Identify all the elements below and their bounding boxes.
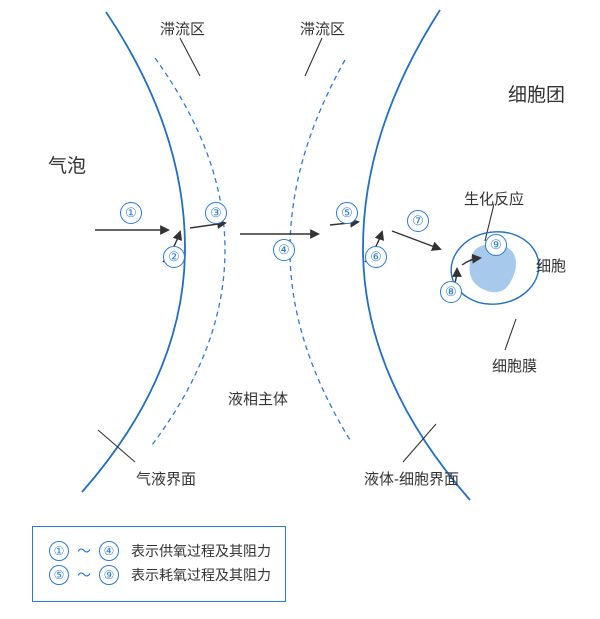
legend-num-to: ⑨ bbox=[99, 565, 119, 585]
leader-line bbox=[305, 38, 322, 76]
step-marker-1: ① bbox=[120, 202, 142, 224]
legend-row: ① ～ ④ 表示供氧过程及其阻力 bbox=[47, 541, 271, 561]
stagnant-right-boundary bbox=[290, 60, 350, 440]
leader-line bbox=[180, 38, 200, 76]
label-liquid_bulk: 液相主体 bbox=[228, 388, 288, 409]
label-cell_membrane: 细胞膜 bbox=[492, 355, 537, 376]
leader-line bbox=[98, 430, 135, 462]
tilde-icon: ～ bbox=[77, 565, 91, 585]
step-marker-3: ③ bbox=[205, 202, 227, 224]
legend-text: 表示供氧过程及其阻力 bbox=[131, 541, 271, 561]
legend: ① ～ ④ 表示供氧过程及其阻力 ⑤ ～ ⑨ 表示耗氧过程及其阻力 bbox=[32, 526, 286, 602]
step-marker-6: ⑥ bbox=[365, 246, 387, 268]
label-cell_cluster: 细胞团 bbox=[508, 80, 565, 107]
step-marker-4: ④ bbox=[273, 239, 295, 261]
label-gas_liquid_if: 气液界面 bbox=[136, 468, 196, 489]
arrow-7 bbox=[392, 231, 440, 249]
step-marker-9: ⑨ bbox=[485, 234, 507, 256]
label-bubble: 气泡 bbox=[48, 151, 86, 178]
legend-num-from: ⑤ bbox=[49, 565, 69, 585]
step-marker-8: ⑧ bbox=[440, 281, 462, 303]
stagnant-left-boundary bbox=[152, 58, 225, 445]
leader-line bbox=[505, 319, 516, 350]
legend-num-from: ① bbox=[49, 541, 69, 561]
label-liquid_cell_if: 液体-细胞界面 bbox=[364, 468, 459, 489]
label-stagnant_right: 滞流区 bbox=[300, 18, 345, 39]
legend-row: ⑤ ～ ⑨ 表示耗氧过程及其阻力 bbox=[47, 565, 271, 585]
label-cell: 细胞 bbox=[536, 255, 566, 276]
tilde-icon: ～ bbox=[77, 541, 91, 561]
legend-num-to: ④ bbox=[99, 541, 119, 561]
step-marker-2: ② bbox=[163, 246, 185, 268]
step-marker-5: ⑤ bbox=[336, 202, 358, 224]
step-marker-7: ⑦ bbox=[407, 210, 429, 232]
leader-line bbox=[403, 424, 436, 462]
label-bio_reaction: 生化反应 bbox=[464, 188, 524, 209]
label-stagnant_left: 滞流区 bbox=[160, 18, 205, 39]
arrow-3 bbox=[190, 223, 225, 228]
diagram-stage: 滞流区滞流区气泡细胞团生化反应细胞细胞膜液相主体气液界面液体-细胞界面 ①②③④… bbox=[0, 0, 600, 619]
legend-text: 表示耗氧过程及其阻力 bbox=[131, 565, 271, 585]
